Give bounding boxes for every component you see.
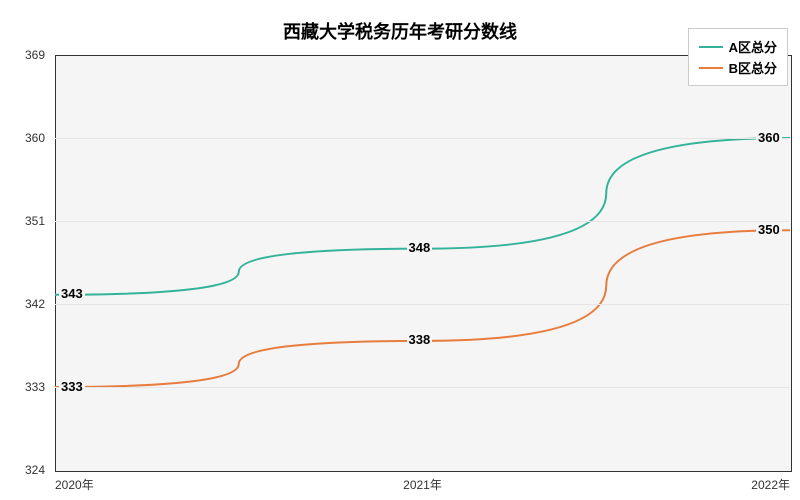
data-label: 350 xyxy=(756,222,782,237)
legend-swatch xyxy=(699,67,723,69)
grid-line xyxy=(55,138,790,139)
legend: A区总分 B区总分 xyxy=(688,28,788,86)
legend-label: B区总分 xyxy=(729,58,777,77)
grid-line xyxy=(55,304,790,305)
legend-label: A区总分 xyxy=(729,37,777,56)
y-tick-label: 333 xyxy=(0,380,45,394)
x-tick-label: 2022年 xyxy=(710,476,790,493)
y-tick-label: 342 xyxy=(0,297,45,311)
y-tick-label: 360 xyxy=(0,131,45,145)
y-tick-label: 351 xyxy=(0,214,45,228)
data-label: 360 xyxy=(756,130,782,145)
chart-container: 西藏大学税务历年考研分数线 A区总分B区总分 32433334235136036… xyxy=(0,0,800,500)
x-tick-label: 2020年 xyxy=(55,476,135,493)
x-tick-label: 2021年 xyxy=(383,476,463,493)
grid-line xyxy=(55,221,790,222)
chart-svg xyxy=(0,0,800,500)
data-label: 343 xyxy=(59,286,85,301)
data-label: 348 xyxy=(407,240,433,255)
data-label: 338 xyxy=(407,332,433,347)
legend-item: A区总分 xyxy=(699,37,777,56)
legend-swatch xyxy=(699,46,723,48)
y-tick-label: 324 xyxy=(0,463,45,477)
legend-item: B区总分 xyxy=(699,58,777,77)
y-tick-label: 369 xyxy=(0,48,45,62)
grid-line xyxy=(55,387,790,388)
data-label: 333 xyxy=(59,379,85,394)
series-line xyxy=(55,138,790,295)
